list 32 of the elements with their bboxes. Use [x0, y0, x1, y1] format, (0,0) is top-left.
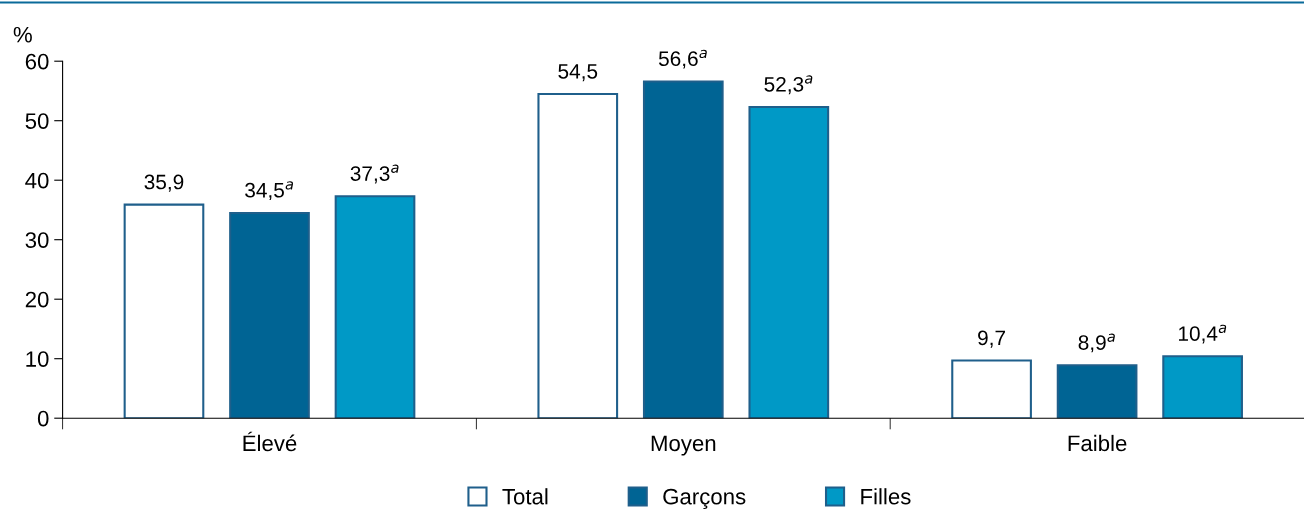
- data-label: 34,5$^{a}$: [245, 181, 294, 201]
- y-tick-label: 10: [26, 351, 49, 367]
- bar: [642, 80, 724, 419]
- bar: [229, 211, 310, 419]
- y-tick-label: 50: [25, 113, 49, 129]
- bar: [334, 195, 416, 419]
- y-axis-title: %: [13, 26, 32, 43]
- data-label: 8,9$^{a}$: [1078, 333, 1115, 353]
- bar: [1162, 355, 1243, 419]
- bar: [537, 92, 619, 419]
- legend-label: Garçons: [663, 488, 746, 509]
- y-tick-label: 60: [25, 53, 49, 70]
- data-label: 54,5: [558, 64, 598, 82]
- y-tick-label: 30: [25, 232, 49, 248]
- bar: [123, 203, 205, 419]
- x-tick-label: Moyen: [651, 435, 716, 456]
- bar: [951, 359, 1032, 419]
- y-tick-label: 20: [25, 291, 49, 308]
- data-label: 52,3$^{a}$: [764, 75, 813, 95]
- data-label: 37,3$^{a}$: [350, 164, 399, 184]
- x-tick-label: Élevé: [243, 431, 297, 452]
- y-tick-label: 0: [37, 410, 49, 427]
- bar: [748, 105, 830, 419]
- bar: [1056, 364, 1138, 419]
- legend-label: Total: [502, 488, 548, 505]
- legend-label: Filles: [861, 488, 911, 505]
- y-tick-label: 40: [25, 172, 49, 189]
- data-label: 56,6$^{a}$: [658, 49, 707, 69]
- x-tick-label: Faible: [1068, 434, 1127, 452]
- data-label: 35,9: [144, 174, 184, 192]
- data-label: 9,7: [978, 330, 1006, 348]
- data-label: 10,4$^{a}$: [1179, 324, 1227, 344]
